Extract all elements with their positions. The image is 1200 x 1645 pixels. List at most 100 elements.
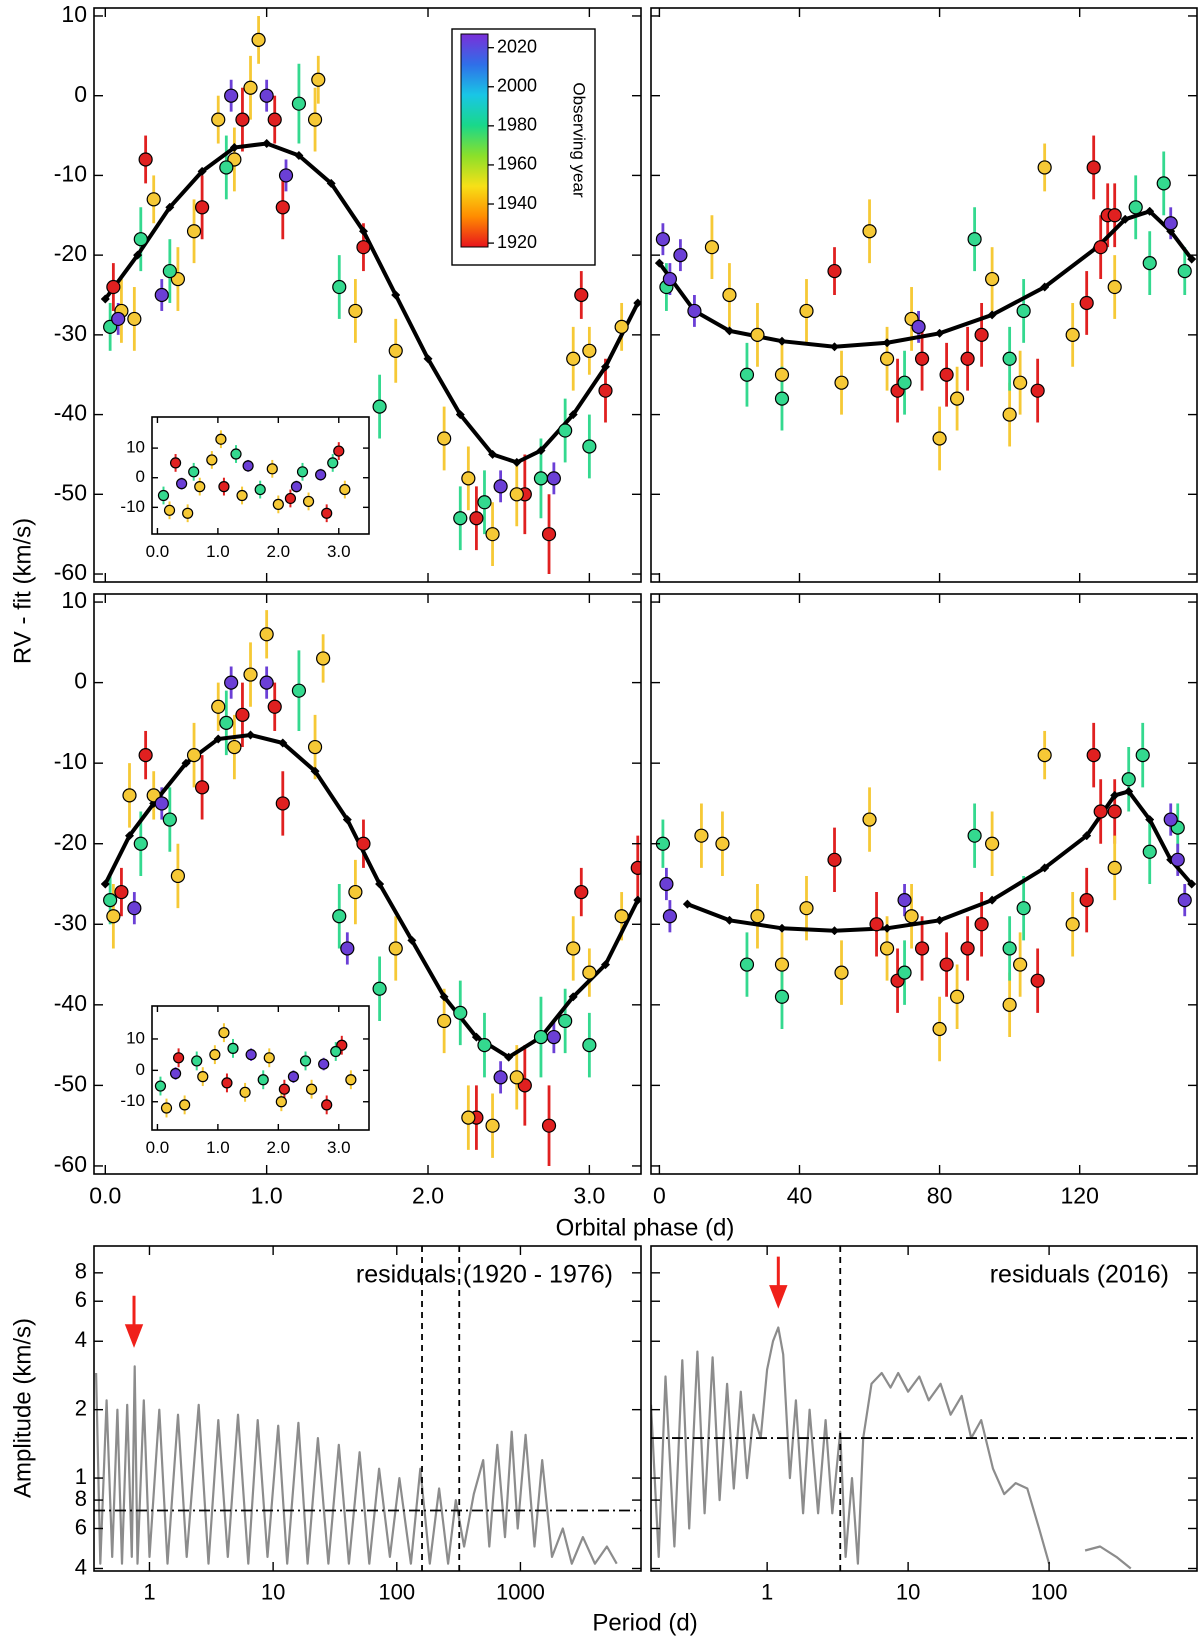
- x-tick-label: 3.0: [573, 1182, 605, 1208]
- data-point: [299, 1055, 312, 1067]
- data-point: [897, 375, 912, 390]
- y-tick-label: -10: [54, 160, 87, 186]
- data-point: [215, 433, 227, 445]
- data-point: [182, 507, 194, 519]
- data-point: [614, 909, 629, 924]
- frame: [151, 416, 370, 535]
- plot-area: [654, 135, 1197, 471]
- data-point: [138, 748, 153, 763]
- data-point: [566, 941, 581, 956]
- x-tick-label: 100: [1031, 1579, 1068, 1604]
- data-point: [949, 391, 965, 406]
- arrow: [124, 1295, 144, 1348]
- data-point: [332, 279, 347, 295]
- data-point: [209, 1049, 221, 1061]
- data-point: [330, 1045, 342, 1058]
- data-point: [340, 941, 355, 956]
- data-point: [862, 812, 877, 827]
- data-point: [176, 478, 188, 490]
- colorbar: [460, 33, 489, 248]
- frame: [650, 593, 1198, 1175]
- data-point: [1107, 208, 1122, 223]
- data-point: [170, 868, 186, 884]
- data-point: [239, 1086, 251, 1098]
- data-point: [985, 271, 1000, 287]
- data-point: [879, 351, 895, 366]
- data-point: [655, 232, 671, 247]
- data-point: [461, 471, 476, 486]
- periodogram: [95, 1365, 618, 1565]
- data-point: [227, 739, 242, 755]
- data-point: [162, 263, 177, 279]
- y-tick-label: -40: [54, 990, 87, 1016]
- data-point: [103, 893, 118, 908]
- data-point: [862, 224, 877, 239]
- data-point: [574, 287, 589, 303]
- data-point: [485, 527, 500, 542]
- fit-curve: [100, 730, 641, 1062]
- y-tick-label: -50: [54, 1070, 87, 1096]
- data-point: [284, 492, 297, 505]
- y-tick-label: 4: [75, 1327, 87, 1352]
- x-tick-label: 10: [261, 1579, 285, 1604]
- data-point: [1013, 375, 1028, 390]
- data-point: [1002, 407, 1017, 422]
- data-point: [1002, 997, 1017, 1012]
- data-point: [316, 651, 331, 666]
- colorbar-tick-label: 1920: [497, 232, 537, 252]
- data-point: [106, 279, 121, 295]
- data-point: [1170, 852, 1185, 867]
- data-point: [206, 454, 218, 466]
- data-point: [259, 88, 274, 103]
- x-tick-label: 1.0: [251, 1182, 283, 1208]
- data-point: [582, 965, 597, 980]
- frame: [93, 593, 642, 1175]
- data-point: [493, 1070, 508, 1085]
- y-tick-label: -40: [54, 400, 87, 426]
- x-tick-label: 1: [761, 1579, 773, 1604]
- data-point: [827, 263, 842, 279]
- y-tick-label: -10: [54, 748, 87, 774]
- data-point: [1177, 263, 1192, 279]
- data-point: [582, 439, 597, 454]
- data-point: [1016, 303, 1031, 319]
- data-point: [477, 495, 492, 510]
- data-point: [263, 1052, 275, 1064]
- y-tick-label: 0: [136, 1060, 145, 1079]
- data-point: [122, 788, 137, 803]
- data-point: [774, 367, 790, 382]
- data-point: [321, 507, 333, 519]
- plot-area: [655, 722, 1197, 1062]
- data-point: [236, 489, 248, 502]
- data-point: [509, 487, 524, 502]
- data-point: [694, 828, 709, 843]
- x-tick-label: 2.0: [267, 542, 291, 561]
- data-point: [437, 1013, 452, 1029]
- data-point: [461, 1110, 476, 1125]
- data-point: [879, 941, 895, 956]
- y-tick-label: -10: [120, 1091, 145, 1110]
- data-point: [1065, 917, 1080, 932]
- panel: 10 0 -10 0.0 1.0 2.0 3.0: [120, 1005, 370, 1157]
- data-point: [967, 232, 982, 247]
- y-tick-label: -60: [54, 1151, 87, 1177]
- data-point: [133, 836, 148, 851]
- colorbar-tick-label: 1960: [497, 154, 537, 174]
- y-tick-label: -50: [54, 479, 87, 505]
- data-point: [1142, 256, 1157, 271]
- data-point: [960, 351, 975, 366]
- y-tick-label: 0: [74, 81, 87, 107]
- data-point: [160, 1102, 173, 1114]
- data-point: [582, 343, 597, 358]
- y-tick-label: 10: [126, 438, 145, 457]
- data-point: [191, 1055, 203, 1067]
- y-tick-label: 0: [136, 467, 145, 486]
- data-point: [1086, 748, 1101, 763]
- data-point: [230, 448, 242, 460]
- y-axis-label: RV - fit (km/s): [9, 518, 36, 664]
- data-point: [221, 1077, 233, 1089]
- x-tick-label: 2.0: [412, 1182, 444, 1208]
- fit-curve: [654, 206, 1197, 352]
- data-point: [932, 1021, 947, 1037]
- y-tick-label: -20: [54, 240, 87, 266]
